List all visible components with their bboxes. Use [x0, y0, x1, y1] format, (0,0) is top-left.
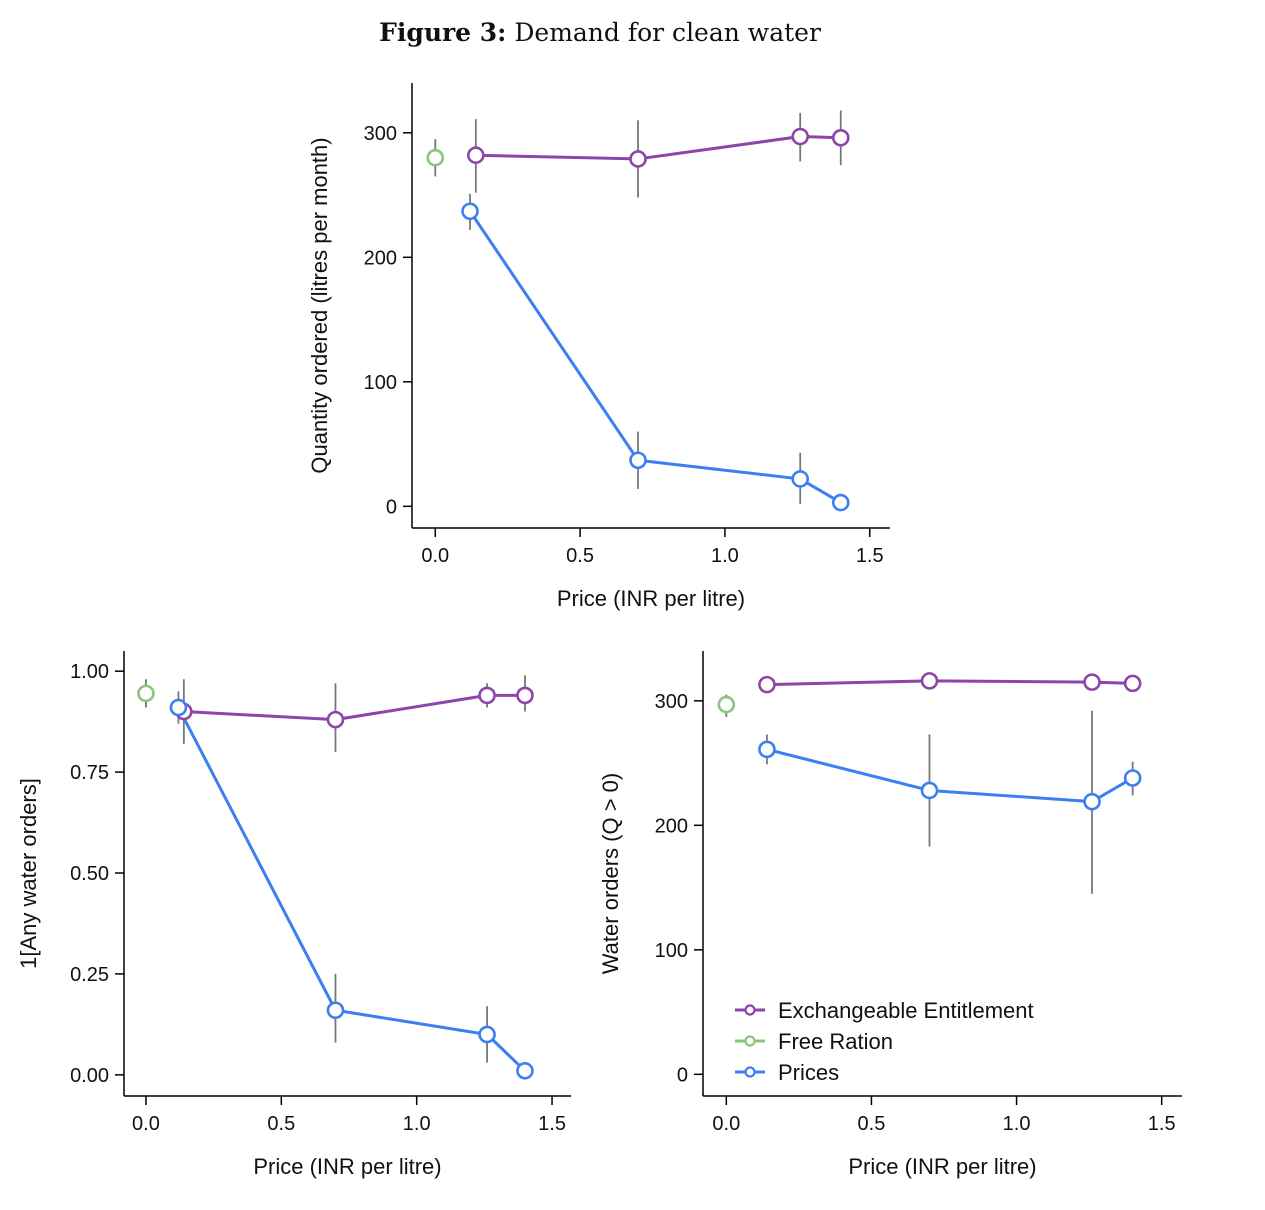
data-point-prices — [1083, 792, 1101, 811]
data-point-free-ration — [137, 684, 155, 703]
legend-label: Prices — [778, 1060, 839, 1085]
legend-item-exchangeable-entitlement: Exchangeable Entitlement — [735, 998, 1034, 1023]
data-point-exchangeable-entitlement — [831, 128, 850, 147]
legend-swatch-marker — [744, 1004, 756, 1016]
data-point-prices — [478, 1025, 496, 1044]
series-line-exchangeable-entitlement — [766, 679, 1133, 687]
x-tick-label: 0.0 — [712, 1113, 740, 1135]
y-tick-label: 300 — [655, 691, 688, 713]
y-tick-label: 0 — [677, 1064, 688, 1086]
x-tick-label: 0.5 — [858, 1113, 886, 1135]
y-tick-label: 0 — [386, 496, 397, 518]
data-point-exchangeable-entitlement — [920, 672, 939, 690]
data-point-exchangeable-entitlement — [326, 710, 345, 729]
data-point-exchangeable-entitlement — [478, 686, 496, 705]
data-point-prices — [831, 493, 850, 512]
y-tick-label: 0.00 — [70, 1065, 109, 1087]
panel-top: 0.0 0.5 1.0 1.5 0 100 200 300 Price (INR per lit… — [307, 83, 890, 611]
data-point-exchangeable-entitlement — [516, 686, 534, 705]
data-point-prices — [920, 781, 939, 800]
y-tick-label: 200 — [655, 815, 688, 837]
series-line-prices — [766, 747, 1134, 804]
data-point-prices — [629, 451, 647, 470]
legend-label: Free Ration — [778, 1029, 893, 1054]
legend-label: Exchangeable Entitlement — [778, 998, 1034, 1023]
data-point-prices — [326, 1001, 345, 1020]
series-line-prices — [177, 706, 527, 1072]
y-tick-label: 300 — [364, 123, 397, 145]
x-tick-label: 0.5 — [566, 545, 594, 567]
legend: Exchangeable Entitlement Free Ration Price… — [735, 998, 1034, 1085]
data-point-exchangeable-entitlement — [758, 675, 776, 694]
y-tick-label: 200 — [364, 247, 397, 269]
figure-title-text: Demand for clean water — [514, 18, 821, 47]
figure-title: Figure 3: Demand for clean water — [0, 18, 1200, 47]
data-point-exchangeable-entitlement — [1123, 674, 1142, 693]
data-point-prices — [461, 202, 479, 221]
series-line-prices — [468, 210, 842, 504]
y-tick-label: 1.00 — [70, 661, 109, 683]
x-tick-label: 1.0 — [1003, 1113, 1031, 1135]
data-point-exchangeable-entitlement — [1083, 673, 1101, 691]
x-tick-label: 1.0 — [711, 545, 739, 567]
y-axis-title: Water orders (Q > 0) — [598, 773, 623, 975]
legend-item-free-ration: Free Ration — [735, 1029, 893, 1054]
series-line-exchangeable-entitlement — [475, 135, 841, 161]
data-point-free-ration — [717, 695, 736, 714]
x-tick-label: 1.5 — [856, 545, 884, 567]
x-tick-label: 0.0 — [132, 1113, 160, 1135]
x-tick-label: 1.0 — [403, 1113, 431, 1135]
data-point-exchangeable-entitlement — [467, 146, 485, 165]
data-point-prices — [791, 470, 810, 488]
y-tick-label: 0.25 — [70, 964, 109, 986]
panel-bottom-right: 0.0 0.5 1.0 1.5 0 100 200 300 Price (INR per lit… — [598, 651, 1182, 1179]
figure-label: Figure 3: — [379, 18, 507, 47]
data-point-prices — [758, 740, 776, 759]
x-tick-label: 0.0 — [421, 545, 449, 567]
y-tick-label: 0.50 — [70, 863, 109, 885]
series-line-exchangeable-entitlement — [183, 693, 525, 722]
x-axis-title: Price (INR per litre) — [848, 1154, 1036, 1179]
y-axis-title: Quantity ordered (litres per month) — [307, 137, 332, 473]
y-tick-label: 100 — [364, 372, 397, 394]
x-tick-label: 1.5 — [1148, 1113, 1176, 1135]
panel-bottom-left: 0.0 0.5 1.0 1.5 0.00 0.25 0.50 0.75 1.00 Price (I… — [16, 651, 571, 1179]
data-point-free-ration — [426, 148, 445, 167]
y-axis-title: 1[Any water orders] — [16, 778, 41, 969]
y-tick-label: 0.75 — [70, 762, 109, 784]
data-point-prices — [1123, 769, 1142, 787]
y-tick-label: 100 — [655, 940, 688, 962]
data-point-prices — [169, 698, 188, 717]
legend-swatch-marker — [744, 1035, 756, 1047]
data-point-prices — [516, 1061, 534, 1080]
x-tick-label: 0.5 — [267, 1113, 295, 1135]
data-point-exchangeable-entitlement — [629, 150, 647, 168]
data-point-exchangeable-entitlement — [791, 127, 810, 146]
legend-item-prices: Prices — [735, 1060, 839, 1085]
x-tick-label: 1.5 — [538, 1113, 566, 1135]
x-axis-title: Price (INR per litre) — [253, 1154, 441, 1179]
legend-swatch-marker — [744, 1066, 756, 1078]
x-axis-title: Price (INR per litre) — [557, 586, 745, 611]
